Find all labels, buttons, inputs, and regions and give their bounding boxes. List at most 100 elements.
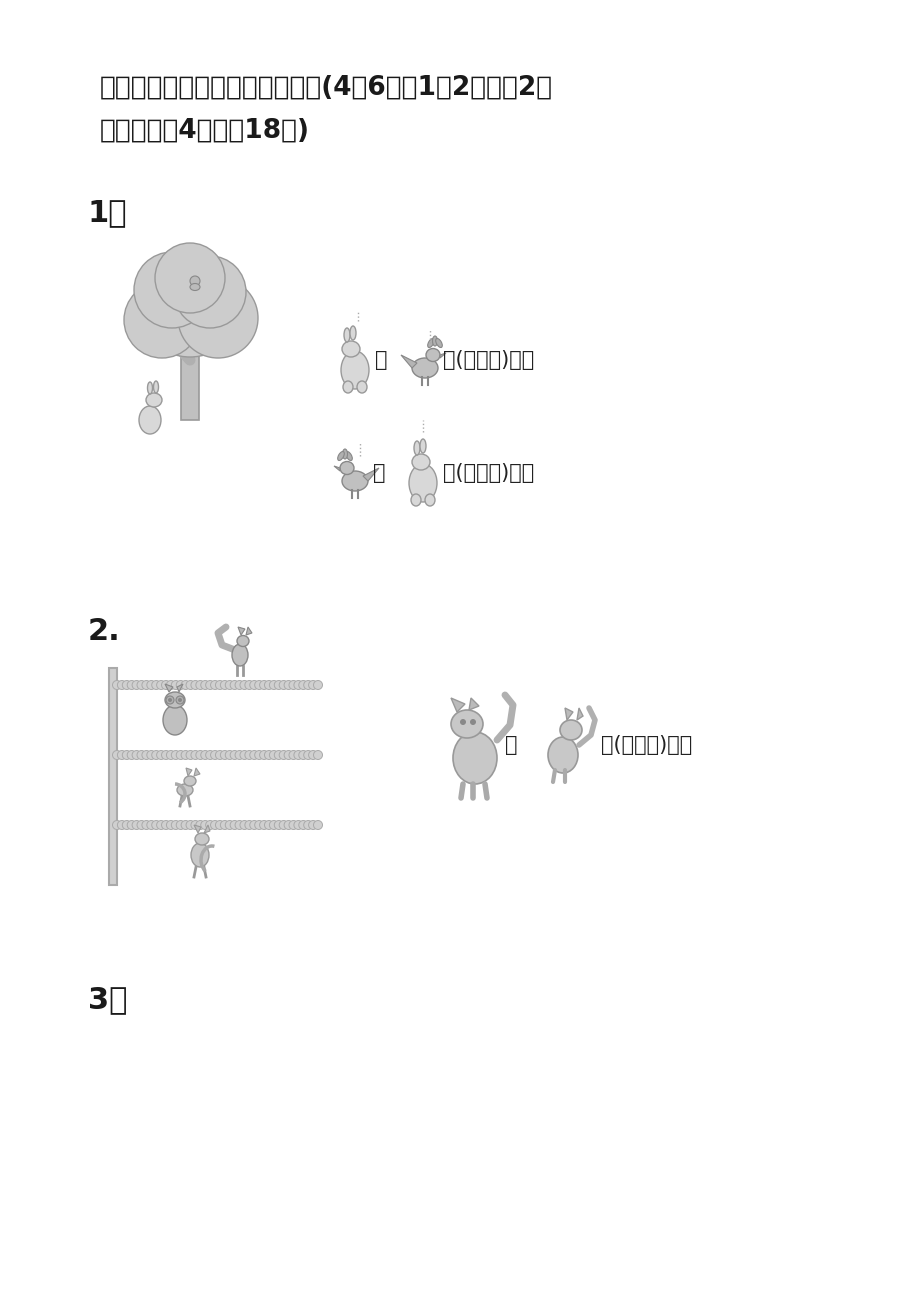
Ellipse shape [343,381,353,393]
Circle shape [244,750,254,759]
Polygon shape [245,628,252,635]
Polygon shape [363,467,379,480]
Circle shape [249,820,258,829]
Polygon shape [450,698,464,712]
Circle shape [274,820,283,829]
Circle shape [191,750,199,759]
Ellipse shape [427,339,434,348]
Ellipse shape [337,452,344,461]
Ellipse shape [425,493,435,506]
Circle shape [293,820,302,829]
Ellipse shape [176,784,193,796]
Circle shape [152,750,161,759]
Ellipse shape [411,493,421,506]
Circle shape [215,681,224,690]
Circle shape [200,681,210,690]
Circle shape [186,820,195,829]
Circle shape [240,820,249,829]
Circle shape [259,681,268,690]
Circle shape [162,820,170,829]
Ellipse shape [409,464,437,503]
Circle shape [127,750,136,759]
Ellipse shape [344,328,349,342]
Circle shape [191,681,199,690]
Circle shape [112,681,121,690]
Ellipse shape [195,833,209,845]
Circle shape [299,681,308,690]
Circle shape [299,820,308,829]
Circle shape [132,681,141,690]
Circle shape [154,243,225,312]
Ellipse shape [237,635,249,647]
Circle shape [156,681,165,690]
Polygon shape [238,628,244,635]
Circle shape [264,681,273,690]
Ellipse shape [425,349,439,362]
Polygon shape [576,708,583,720]
Polygon shape [401,355,416,368]
Circle shape [210,750,220,759]
Text: ，其余每题4分，內18分): ，其余每题4分，內18分) [100,118,310,145]
Circle shape [313,681,323,690]
Circle shape [147,750,155,759]
Ellipse shape [191,842,209,867]
Circle shape [284,820,293,829]
Circle shape [313,820,323,829]
Circle shape [132,750,141,759]
Circle shape [138,253,242,357]
Circle shape [206,820,214,829]
Circle shape [122,820,131,829]
Circle shape [269,820,278,829]
Circle shape [225,820,234,829]
Ellipse shape [420,439,425,453]
Circle shape [132,820,141,829]
Text: 1．: 1． [88,198,128,227]
Circle shape [269,750,278,759]
Circle shape [171,820,180,829]
Circle shape [196,820,205,829]
Circle shape [112,820,121,829]
Circle shape [165,697,174,704]
Circle shape [124,283,199,358]
Circle shape [210,681,220,690]
Ellipse shape [412,358,437,378]
Text: 的(前、后)面。: 的(前、后)面。 [600,736,691,755]
Polygon shape [439,353,446,358]
Circle shape [289,681,298,690]
Polygon shape [176,684,183,691]
Circle shape [171,681,180,690]
Circle shape [278,681,288,690]
Circle shape [206,681,214,690]
Circle shape [168,698,172,702]
Ellipse shape [452,732,496,784]
Circle shape [176,820,185,829]
Circle shape [308,820,317,829]
Ellipse shape [163,704,187,736]
Circle shape [303,681,312,690]
Circle shape [122,681,131,690]
Circle shape [255,750,264,759]
Circle shape [293,681,302,690]
Circle shape [460,719,466,725]
Circle shape [166,681,176,690]
Circle shape [177,279,257,358]
Circle shape [303,820,312,829]
Circle shape [225,750,234,759]
Circle shape [162,681,170,690]
Circle shape [137,820,146,829]
Circle shape [299,750,308,759]
Circle shape [162,750,170,759]
Circle shape [156,750,165,759]
Circle shape [470,719,475,725]
Circle shape [176,697,184,704]
Ellipse shape [190,284,199,290]
Text: 在: 在 [375,350,387,370]
Circle shape [221,750,229,759]
Circle shape [284,750,293,759]
Text: 在: 在 [505,736,517,755]
Circle shape [264,820,273,829]
Ellipse shape [450,710,482,738]
Ellipse shape [232,644,248,667]
Circle shape [196,681,205,690]
Circle shape [230,681,239,690]
